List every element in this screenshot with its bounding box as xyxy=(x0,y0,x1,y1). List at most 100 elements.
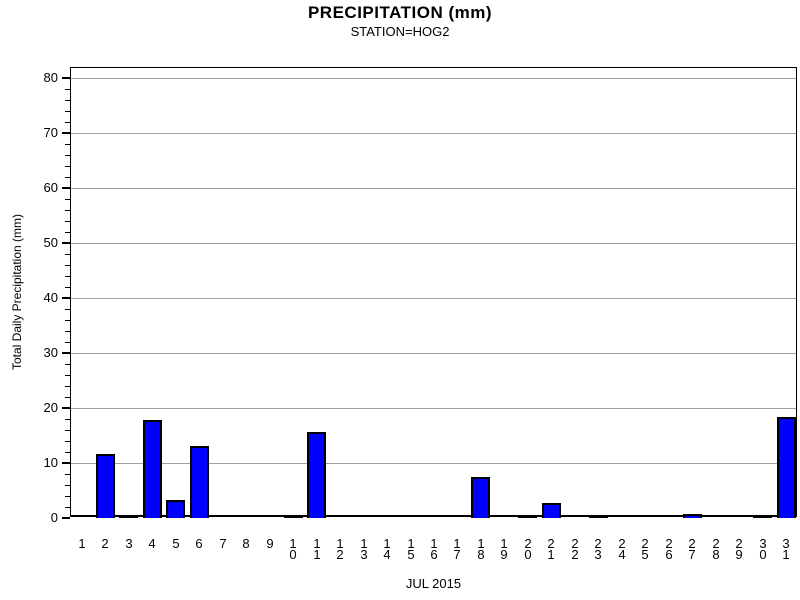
x-tick-label-9: 9 xyxy=(266,536,274,551)
x-tick-label-3: 3 xyxy=(125,536,133,551)
y-axis-minor-tick xyxy=(65,364,70,365)
y-tick-label: 60 xyxy=(43,180,58,195)
y-axis-major-tick xyxy=(62,352,70,354)
gridline-y-40 xyxy=(71,297,796,299)
y-axis-major-tick xyxy=(62,77,70,79)
y-tick-label: 0 xyxy=(50,510,58,525)
chart-title: PRECIPITATION (mm) xyxy=(307,3,493,22)
bar-day-21 xyxy=(542,503,561,518)
gridline-y-80 xyxy=(71,77,796,79)
x-tick-label-5: 5 xyxy=(172,536,180,551)
y-axis-minor-tick xyxy=(65,496,70,497)
x-axis-label: JUL 2015 xyxy=(405,576,462,591)
y-axis-minor-tick xyxy=(65,144,70,145)
y-axis-minor-tick xyxy=(65,166,70,167)
y-axis-minor-tick xyxy=(65,452,70,453)
y-tick-label: 30 xyxy=(43,345,58,360)
y-axis-major-tick xyxy=(62,297,70,299)
y-axis-minor-tick xyxy=(65,199,70,200)
y-axis-minor-tick xyxy=(65,507,70,508)
y-axis-minor-tick xyxy=(65,419,70,420)
gridline-y-20 xyxy=(71,407,796,409)
bar-day-30 xyxy=(753,516,772,518)
y-axis-minor-tick xyxy=(65,375,70,376)
x-tick-label-4: 4 xyxy=(148,536,156,551)
bar-day-20 xyxy=(518,516,537,518)
bar-day-10 xyxy=(284,516,303,518)
y-axis-minor-tick xyxy=(65,474,70,475)
y-axis-minor-tick xyxy=(65,331,70,332)
bar-day-18 xyxy=(471,477,490,518)
y-axis-minor-tick xyxy=(65,397,70,398)
x-tick-label-6: 6 xyxy=(195,536,203,551)
chart-subtitle: STATION=HOG2 xyxy=(350,24,450,39)
bar-day-31 xyxy=(777,417,796,518)
y-axis-major-tick xyxy=(62,462,70,464)
y-tick-label: 10 xyxy=(43,455,58,470)
y-tick-label: 80 xyxy=(43,70,58,85)
y-axis-minor-tick xyxy=(65,155,70,156)
y-axis-major-tick xyxy=(62,132,70,134)
y-axis-minor-tick xyxy=(65,122,70,123)
y-axis-minor-tick xyxy=(65,265,70,266)
y-axis-minor-tick xyxy=(65,232,70,233)
y-axis-major-tick xyxy=(62,187,70,189)
plot-area: JUL 2015 0 10 20 30 40 50 60 70 80 1 2 3 4 5 6 7 8 9 1 0 1 1 1… xyxy=(44,67,797,591)
y-axis-minor-tick xyxy=(65,100,70,101)
bar-day-2 xyxy=(96,454,115,518)
y-axis-minor-tick xyxy=(65,386,70,387)
x-tick-label-8: 8 xyxy=(242,536,250,551)
bar-day-4 xyxy=(143,420,162,518)
y-axis-minor-tick xyxy=(65,254,70,255)
y-axis-major-tick xyxy=(62,517,70,519)
y-axis-minor-tick xyxy=(65,485,70,486)
y-axis-minor-tick xyxy=(65,276,70,277)
gridline-y-60 xyxy=(71,187,796,189)
y-axis-minor-tick xyxy=(65,309,70,310)
bar-day-27 xyxy=(683,514,702,518)
gridline-y-50 xyxy=(71,242,796,244)
y-tick-label: 50 xyxy=(43,235,58,250)
x-tick-label-2: 2 xyxy=(101,536,109,551)
bar-day-5 xyxy=(166,500,185,518)
y-axis-major-tick xyxy=(62,242,70,244)
y-tick-label: 20 xyxy=(43,400,58,415)
bar-day-11 xyxy=(307,432,326,518)
y-axis-major-tick xyxy=(62,407,70,409)
y-axis-minor-tick xyxy=(65,430,70,431)
y-axis-minor-tick xyxy=(65,441,70,442)
y-tick-label: 70 xyxy=(43,125,58,140)
bar-day-23 xyxy=(589,516,608,518)
y-axis-minor-tick xyxy=(65,342,70,343)
y-axis-minor-tick xyxy=(65,89,70,90)
y-axis-minor-tick xyxy=(65,320,70,321)
gridline-y-10 xyxy=(71,462,796,464)
y-tick-label: 40 xyxy=(43,290,58,305)
y-axis-minor-tick xyxy=(65,111,70,112)
x-tick-label-7: 7 xyxy=(219,536,227,551)
y-axis-minor-tick xyxy=(65,210,70,211)
x-tick-label-1: 1 xyxy=(78,536,86,551)
gridline-y-30 xyxy=(71,352,796,354)
